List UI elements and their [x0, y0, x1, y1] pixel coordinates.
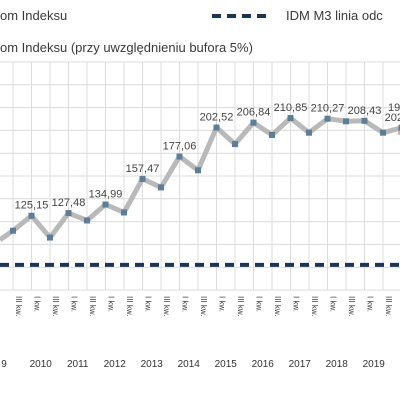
data-label: 208,43	[348, 105, 382, 117]
quarter-label: III kw.	[384, 296, 393, 316]
quarter-label: I kw.	[218, 296, 227, 312]
quarter-label: I kw.	[366, 296, 375, 312]
year-label: 2012	[104, 359, 127, 370]
series-line	[0, 115, 400, 242]
data-label-partial: 19	[388, 102, 400, 114]
year-label: 2010	[30, 359, 53, 370]
quarter-label: I kw.	[144, 296, 153, 312]
quarter-label: I kw.	[70, 296, 79, 312]
data-point	[269, 131, 275, 138]
data-point	[65, 210, 72, 217]
quarter-label: III kw.	[273, 296, 282, 316]
data-point	[306, 129, 312, 136]
data-point	[102, 201, 109, 208]
data-point	[84, 217, 90, 224]
year-label: 2017	[289, 359, 312, 370]
data-point	[28, 212, 35, 219]
quarter-label: I kw.	[107, 296, 116, 312]
year-label: 2019	[363, 359, 386, 370]
year-label: 2013	[141, 359, 164, 370]
data-point	[287, 115, 294, 122]
quarter-label: III kw.	[199, 296, 208, 316]
data-point	[121, 209, 127, 216]
data-label: 157,47	[126, 163, 160, 175]
quarter-label: I kw.	[181, 296, 190, 312]
data-point	[10, 227, 16, 234]
data-label: 202,52	[200, 112, 234, 124]
data-label: 127,48	[52, 197, 86, 209]
quarter-label: I kw.	[329, 296, 338, 312]
data-label: 134,99	[89, 189, 123, 201]
year-label: 2011	[67, 359, 89, 370]
data-point	[139, 175, 146, 182]
data-point	[398, 124, 400, 131]
data-point	[47, 234, 53, 241]
year-label: 2016	[252, 359, 275, 370]
quarter-label: III kw.	[162, 296, 171, 316]
quarter-label: I kw.	[255, 296, 264, 312]
data-point	[232, 141, 238, 148]
quarter-label: III kw.	[14, 296, 23, 316]
data-point	[361, 117, 368, 124]
quarter-label: III kw.	[347, 296, 356, 316]
quarter-label: III kw.	[51, 296, 60, 316]
data-point	[213, 124, 220, 131]
year-label: 2015	[215, 359, 238, 370]
legend-label-second: om Indeksu (przy uwzględnieniu bufora 5%…	[0, 40, 253, 55]
data-point	[343, 118, 349, 125]
data-label: 210,85	[274, 102, 308, 114]
quarter-label: III kw.	[236, 296, 245, 316]
data-label: 210,27	[311, 103, 345, 115]
legend-label-top-left: om Indeksu	[0, 8, 67, 23]
gridlines	[0, 61, 400, 291]
quarter-label: I kw.	[292, 296, 301, 312]
year-label: 2018	[326, 359, 349, 370]
quarter-label: III kw.	[125, 296, 134, 316]
x-axis: III kw. I kw. III kw. I kw. III kw. I kw. III …	[1, 296, 393, 370]
data-point	[250, 119, 257, 126]
quarter-label: I kw.	[33, 296, 42, 312]
data-point	[158, 184, 164, 191]
legend-label-top-right: IDM M3 linia odc	[286, 8, 383, 23]
data-point	[380, 129, 386, 136]
year-label: 2014	[178, 359, 201, 370]
data-point	[176, 153, 183, 160]
data-label: 125,15	[15, 200, 49, 212]
data-label: 202,28	[385, 112, 400, 124]
data-label: 206,84	[237, 107, 271, 119]
data-point	[324, 115, 331, 122]
year-label: 9	[1, 359, 7, 370]
quarter-label: III kw.	[310, 296, 319, 316]
quarter-label: III kw.	[88, 296, 97, 316]
data-point	[195, 167, 201, 174]
data-label: 177,06	[163, 141, 197, 153]
